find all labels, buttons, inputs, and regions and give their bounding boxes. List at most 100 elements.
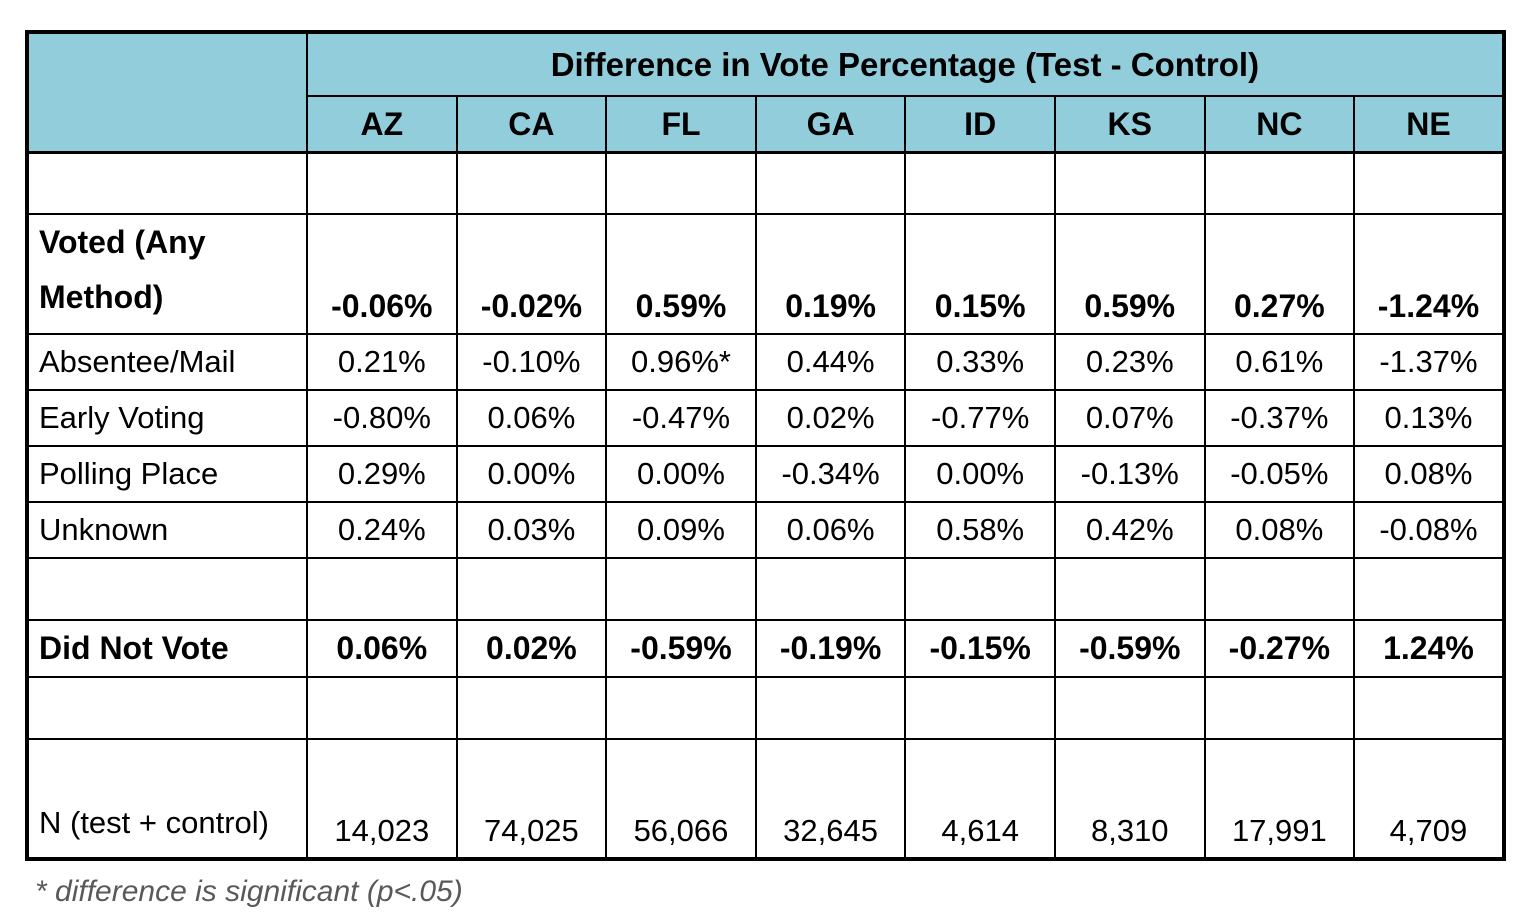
table-row-voted-any-method: Voted (Any Method) -0.06% -0.02% 0.59% 0.19%… [26,212,1505,336]
value-cell-nc [1203,557,1356,622]
value-cell-nc: 0.08% [1203,501,1356,560]
value-cell-nc [1203,151,1356,215]
value-cell-ks: 0.23% [1053,333,1206,392]
value-cell-fl [605,676,757,741]
row-label: Absentee/Mail [26,333,308,392]
value-cell-ga: 0.19% [754,212,907,336]
value-cell-nc: 17,991 [1203,738,1356,861]
value-cell-ga: 0.02% [754,389,907,448]
value-cell-ne: -1.24% [1353,212,1505,336]
table-row-empty [26,151,1505,215]
value-cell-ks [1053,151,1206,215]
column-header-fl: FL [605,95,757,154]
value-cell-ca: 0.06% [455,389,608,448]
value-cell-id: -0.77% [904,389,1056,448]
value-cell-ne [1353,557,1505,622]
column-header-id: ID [904,95,1056,154]
value-cell-id: 0.58% [904,501,1056,560]
table-row-did-not-vote: Did Not Vote 0.06% 0.02% -0.59% -0.19% -0.15%… [26,619,1505,679]
value-cell-nc [1203,676,1356,741]
value-cell-ne: 0.13% [1353,389,1505,448]
row-label: Did Not Vote [26,619,308,679]
table-title: Difference in Vote Percentage (Test - Co… [306,31,1505,97]
corner-cell [26,31,308,154]
value-cell-ga [754,557,907,622]
value-cell-ks [1053,676,1206,741]
value-cell-ne: -1.37% [1353,333,1505,392]
value-cell-az: 0.29% [306,445,458,504]
value-cell-ks: 0.07% [1053,389,1206,448]
value-cell-fl [605,151,757,215]
table-row-n-test-control: N (test + control) 14,023 74,025 56,066 32,6… [26,738,1505,861]
value-cell-az: 0.06% [306,619,458,679]
value-cell-az [306,151,458,215]
value-cell-ks: 8,310 [1053,738,1206,861]
value-cell-ca [455,151,608,215]
table-row-empty [26,676,1505,741]
row-label: Voted (Any Method) [26,212,308,336]
value-cell-fl [605,557,757,622]
value-cell-az: -0.80% [306,389,458,448]
value-cell-ne [1353,151,1505,215]
value-cell-id: 4,614 [904,738,1056,861]
value-cell-ne: 1.24% [1353,619,1505,679]
value-cell-id [904,151,1056,215]
value-cell-ga: -0.19% [754,619,907,679]
value-cell-id: 0.33% [904,333,1056,392]
value-cell-az [306,557,458,622]
value-cell-ne: -0.08% [1353,501,1505,560]
column-header-nc: NC [1203,95,1356,154]
value-cell-ks: -0.59% [1053,619,1206,679]
value-cell-ca: 0.03% [455,501,608,560]
value-cell-ks [1053,557,1206,622]
value-cell-az: 0.24% [306,501,458,560]
value-cell-nc: 0.61% [1203,333,1356,392]
value-cell-ca [455,676,608,741]
value-cell-az: -0.06% [306,212,458,336]
value-cell-ks: 0.59% [1053,212,1206,336]
value-cell-id [904,557,1056,622]
vote-difference-table: Difference in Vote Percentage (Test - Co… [25,30,1506,862]
value-cell-ga: -0.34% [754,445,907,504]
value-cell-az: 0.21% [306,333,458,392]
value-cell-ca [455,557,608,622]
value-cell-id: 0.15% [904,212,1056,336]
value-cell-nc: -0.27% [1203,619,1356,679]
value-cell-nc: -0.37% [1203,389,1356,448]
row-label [26,151,308,215]
value-cell-ks: -0.13% [1053,445,1206,504]
value-cell-az: 14,023 [306,738,458,861]
value-cell-fl: 0.59% [605,212,757,336]
value-cell-fl: -0.59% [605,619,757,679]
column-header-ne: NE [1353,95,1505,154]
value-cell-ne: 4,709 [1353,738,1505,861]
value-cell-ga: 0.44% [754,333,907,392]
value-cell-ga: 0.06% [754,501,907,560]
significance-footnote: * difference is significant (p<.05) [35,875,463,909]
value-cell-ga [754,676,907,741]
value-cell-ca: -0.02% [455,212,608,336]
table-row-polling-place: Polling Place 0.29% 0.00% 0.00% -0.34% 0.00% -… [26,445,1505,504]
value-cell-fl: 0.00% [605,445,757,504]
value-cell-ca: 74,025 [455,738,608,861]
table-row-early-voting: Early Voting -0.80% 0.06% -0.47% 0.02% -0.77%… [26,389,1505,448]
value-cell-ca: -0.10% [455,333,608,392]
value-cell-fl: 56,066 [605,738,757,861]
value-cell-ca: 0.02% [455,619,608,679]
table-row-unknown: Unknown 0.24% 0.03% 0.09% 0.06% 0.58% 0.42% 0.0… [26,501,1505,560]
value-cell-fl: 0.96%* [605,333,757,392]
value-cell-id: -0.15% [904,619,1056,679]
row-label: Unknown [26,501,308,560]
column-header-ca: CA [455,95,608,154]
column-header-ga: GA [754,95,907,154]
value-cell-az [306,676,458,741]
value-cell-fl: -0.47% [605,389,757,448]
header-title-row: Difference in Vote Percentage (Test - Co… [26,31,1505,154]
value-cell-id [904,676,1056,741]
value-cell-ca: 0.00% [455,445,608,504]
value-cell-nc: -0.05% [1203,445,1356,504]
row-label [26,676,308,741]
value-cell-ks: 0.42% [1053,501,1206,560]
column-header-ks: KS [1053,95,1206,154]
value-cell-ne [1353,676,1505,741]
